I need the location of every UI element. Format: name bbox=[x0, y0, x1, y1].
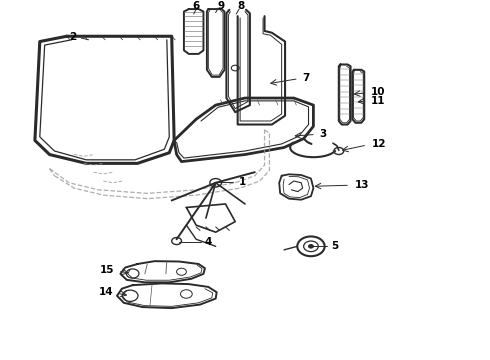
Text: 11: 11 bbox=[371, 95, 386, 105]
Text: 4: 4 bbox=[205, 237, 212, 247]
Text: 1: 1 bbox=[239, 177, 246, 187]
Text: 2: 2 bbox=[70, 32, 76, 42]
Text: 13: 13 bbox=[355, 180, 369, 190]
Text: 3: 3 bbox=[319, 129, 327, 139]
Circle shape bbox=[309, 244, 314, 248]
Text: 6: 6 bbox=[193, 1, 200, 11]
Text: 7: 7 bbox=[302, 73, 310, 83]
Text: 10: 10 bbox=[371, 87, 386, 97]
Text: 14: 14 bbox=[99, 287, 114, 297]
Text: 5: 5 bbox=[331, 240, 338, 251]
Text: 12: 12 bbox=[372, 139, 387, 149]
Text: 9: 9 bbox=[217, 1, 224, 10]
Text: 15: 15 bbox=[100, 265, 115, 275]
Text: 8: 8 bbox=[238, 1, 245, 11]
